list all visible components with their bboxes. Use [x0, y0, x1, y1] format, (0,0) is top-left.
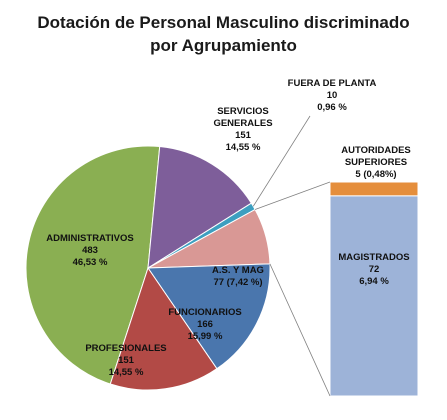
- pie-slice-profesionales: [109, 266, 218, 391]
- label-asymag-name: A.S. Y MAG: [212, 265, 264, 276]
- bar-segment-magistrados: [329, 195, 419, 397]
- pie-slice-funcionarios: [147, 263, 271, 370]
- breakdown-bar: [329, 181, 419, 397]
- leader-line-fuera-de-planta: [252, 115, 311, 207]
- label-autoridades-name1: AUTORIDADES: [341, 145, 411, 156]
- connector-lines: [252, 115, 331, 397]
- label-profesionales: PROFESIONALES 151 14,55 %: [81, 343, 171, 379]
- label-administrativos-value: 483: [82, 245, 98, 256]
- label-servicios-name1: SERVICIOS: [217, 106, 269, 117]
- label-administrativos-name: ADMINISTRATIVOS: [46, 233, 134, 244]
- label-magistrados-value: 72: [368, 264, 380, 275]
- label-funcionarios: FUNCIONARIOS 166 15,99 %: [160, 307, 250, 343]
- label-profesionales-pct: 14,55 %: [108, 367, 144, 378]
- label-magistrados-name: MAGISTRADOS: [338, 252, 410, 263]
- connector-line-top: [254, 181, 331, 210]
- bar-segment-autoridades-superiores: [329, 181, 419, 197]
- label-fuera-de-planta: FUERA DE PLANTA 10 0,96 %: [283, 78, 381, 114]
- pie-slice-administrativos: [25, 145, 161, 385]
- label-funcionarios-pct: 15,99 %: [187, 331, 223, 342]
- chart-title-line2: por Agrupamiento: [150, 36, 297, 55]
- label-profesionales-value: 151: [118, 355, 134, 366]
- label-funcionarios-name: FUNCIONARIOS: [168, 307, 242, 318]
- label-servicios-name2: GENERALES: [213, 118, 273, 129]
- label-servicios-value: 151: [235, 130, 251, 141]
- label-asymag: A.S. Y MAG 77 (7,42 %): [200, 265, 276, 289]
- label-administrativos-pct: 46,53 %: [72, 257, 108, 268]
- label-fuera-pct: 0,96 %: [317, 102, 347, 113]
- pie-slices: [25, 145, 271, 391]
- chart-title-line1: Dotación de Personal Masculino discrimin…: [37, 13, 410, 32]
- label-servicios-generales: SERVICIOS GENERALES 151 14,55 %: [206, 106, 280, 154]
- label-autoridades-value-pct: 5 (0,48%): [355, 169, 397, 180]
- label-autoridades-superiores: AUTORIDADES SUPERIORES 5 (0,48%): [324, 145, 428, 181]
- label-profesionales-name: PROFESIONALES: [85, 343, 167, 354]
- label-fuera-name: FUERA DE PLANTA: [287, 78, 377, 89]
- label-magistrados: MAGISTRADOS 72 6,94 %: [328, 252, 420, 288]
- label-magistrados-pct: 6,94 %: [359, 276, 389, 287]
- label-funcionarios-value: 166: [197, 319, 213, 330]
- label-fuera-value: 10: [326, 90, 338, 101]
- label-administrativos: ADMINISTRATIVOS 483 46,53 %: [40, 233, 140, 269]
- label-autoridades-name2: SUPERIORES: [344, 157, 408, 168]
- connector-line-bottom: [269, 263, 331, 397]
- pie-slice-servicios-generales: [147, 146, 253, 269]
- label-servicios-pct: 14,55 %: [225, 142, 261, 153]
- label-asymag-value-pct: 77 (7,42 %): [213, 277, 263, 288]
